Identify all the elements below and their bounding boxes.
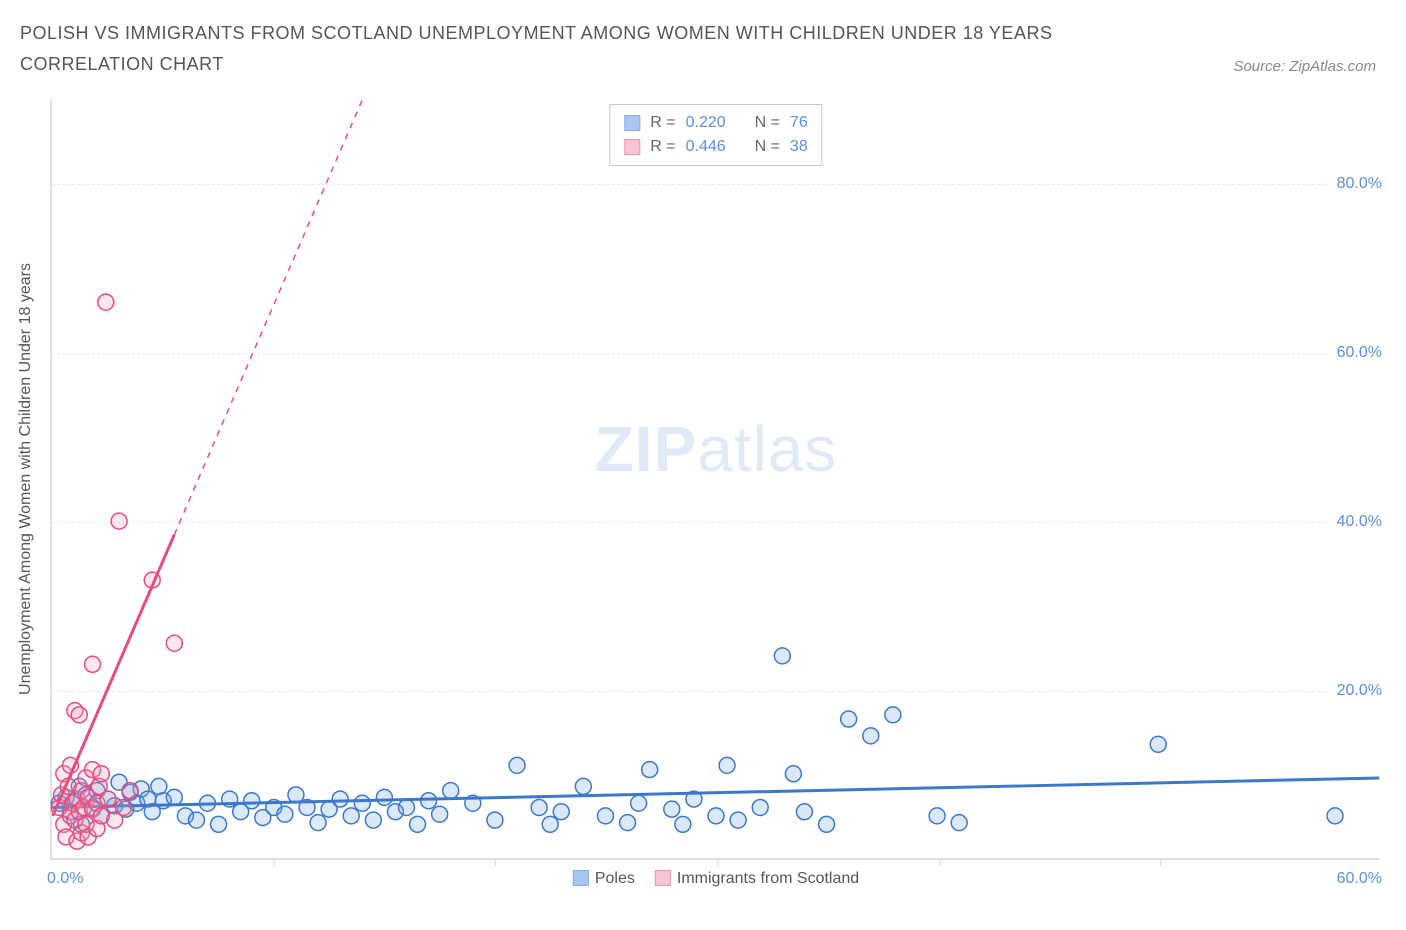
data-point — [432, 806, 448, 822]
data-point — [951, 815, 967, 831]
legend-row-poles: R = 0.220 N = 76 — [624, 111, 807, 135]
plot-area: Unemployment Among Women with Children U… — [50, 100, 1380, 860]
data-point — [487, 812, 503, 828]
data-point — [597, 808, 613, 824]
legend-item-scotland: Immigrants from Scotland — [655, 870, 859, 888]
data-point — [631, 795, 647, 811]
data-point — [410, 816, 426, 832]
data-point — [343, 808, 359, 824]
data-point — [111, 513, 127, 529]
data-point — [93, 766, 109, 782]
data-point — [85, 656, 101, 672]
data-point — [98, 294, 114, 310]
x-tick — [939, 858, 940, 866]
data-point — [542, 816, 558, 832]
data-point — [1150, 736, 1166, 752]
x-tick — [274, 858, 275, 866]
data-point — [166, 789, 182, 805]
legend-row-scotland: R = 0.446 N = 38 — [624, 135, 807, 159]
data-point — [929, 808, 945, 824]
chart-title: POLISH VS IMMIGRANTS FROM SCOTLAND UNEMP… — [20, 18, 1186, 79]
correlation-legend: R = 0.220 N = 76 R = 0.446 N = 38 — [609, 104, 822, 166]
data-point — [1327, 808, 1343, 824]
data-point — [122, 783, 138, 799]
swatch-poles — [624, 115, 640, 131]
data-point — [863, 728, 879, 744]
data-point — [116, 799, 132, 815]
data-point — [376, 789, 392, 805]
x-max-label: 60.0% — [1337, 870, 1382, 888]
x-tick — [717, 858, 718, 866]
data-point — [730, 812, 746, 828]
data-point — [553, 804, 569, 820]
data-point — [885, 707, 901, 723]
data-point — [332, 791, 348, 807]
source-citation: Source: ZipAtlas.com — [1233, 58, 1376, 75]
data-point — [642, 762, 658, 778]
data-point — [100, 791, 116, 807]
data-point — [509, 757, 525, 773]
data-point — [785, 766, 801, 782]
data-point — [774, 648, 790, 664]
data-point — [841, 711, 857, 727]
scatter-svg — [52, 100, 1380, 858]
trend-line-dashed — [174, 100, 362, 535]
y-axis-label: Unemployment Among Women with Children U… — [17, 263, 35, 695]
x-tick — [1160, 858, 1161, 866]
x-tick — [495, 858, 496, 866]
legend-item-poles: Poles — [573, 870, 635, 888]
data-point — [244, 793, 260, 809]
data-point — [708, 808, 724, 824]
data-point — [354, 795, 370, 811]
data-point — [399, 799, 415, 815]
data-point — [575, 778, 591, 794]
data-point — [188, 812, 204, 828]
data-point — [796, 804, 812, 820]
data-point — [675, 816, 691, 832]
data-point — [71, 707, 87, 723]
data-point — [166, 635, 182, 651]
data-point — [819, 816, 835, 832]
data-point — [719, 757, 735, 773]
data-point — [365, 812, 381, 828]
data-point — [620, 815, 636, 831]
data-point — [288, 787, 304, 803]
data-point — [443, 783, 459, 799]
swatch-poles-icon — [573, 870, 589, 886]
data-point — [151, 778, 167, 794]
data-point — [310, 815, 326, 831]
swatch-scotland — [624, 139, 640, 155]
trend-line — [53, 535, 175, 816]
series-legend: Poles Immigrants from Scotland — [573, 870, 859, 888]
data-point — [211, 816, 227, 832]
data-point — [664, 801, 680, 817]
data-point — [277, 806, 293, 822]
data-point — [752, 799, 768, 815]
x-min-label: 0.0% — [47, 870, 83, 888]
data-point — [531, 799, 547, 815]
swatch-scotland-icon — [655, 870, 671, 886]
